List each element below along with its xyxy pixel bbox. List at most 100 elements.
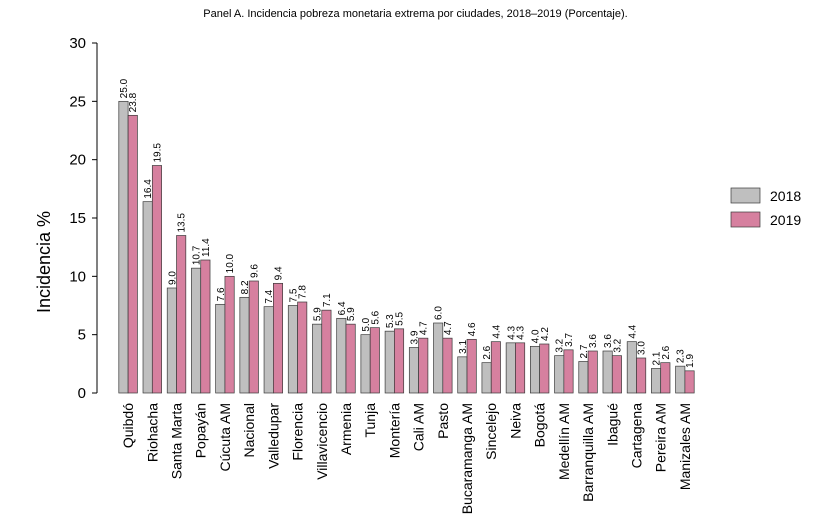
bar-2019	[539, 343, 550, 394]
bar-2019	[321, 309, 332, 394]
bar-2019	[151, 165, 162, 394]
x-category-label: Medellín AM	[556, 403, 572, 480]
bar-value-label: 3.2	[612, 338, 623, 352]
bar-value-label: 6.4	[337, 301, 348, 315]
bar-value-label: 10.0	[225, 253, 236, 273]
bar-value-label: 2.6	[482, 345, 493, 359]
bar-value-label: 2.7	[579, 344, 590, 358]
legend-label-2018: 2018	[770, 188, 801, 204]
bar-2018	[675, 365, 686, 394]
y-tick-label: 30	[69, 35, 86, 52]
bar-2019	[636, 357, 647, 394]
bar-2018	[457, 356, 468, 394]
bar-value-label: 4.4	[627, 324, 638, 338]
bar-2019	[176, 235, 187, 394]
bar-value-label: 10.7	[192, 245, 203, 265]
x-category-label: Cartagena	[628, 403, 644, 469]
bar-2019	[442, 337, 453, 394]
legend-swatch-2019	[730, 211, 761, 228]
x-category-label: Manizales AM	[677, 403, 693, 490]
bar-value-label: 2.6	[661, 345, 672, 359]
x-category-label: Pasto	[435, 403, 451, 439]
bar-2019	[127, 114, 138, 394]
x-category-label: Popayán	[193, 403, 209, 458]
y-tick-label: 0	[78, 385, 86, 402]
bar-2019	[394, 328, 405, 394]
bar-2019	[490, 341, 501, 394]
bar-value-label: 3.6	[588, 334, 599, 348]
bar-2018	[602, 350, 613, 394]
bar-2018	[191, 267, 202, 394]
bar-value-label: 9.0	[167, 271, 178, 285]
bar-value-label: 19.5	[152, 143, 163, 163]
bar-2019	[563, 349, 574, 394]
chart-title: Panel A. Incidencia pobreza monetaria ex…	[203, 8, 628, 20]
bar-value-label: 9.6	[249, 264, 260, 278]
x-category-label: Florencia	[290, 403, 306, 461]
bar-value-label: 7.6	[216, 287, 227, 301]
x-category-label: Cúcuta AM	[217, 403, 233, 471]
x-category-label: Villavicencio	[314, 403, 330, 480]
bar-2019	[587, 350, 598, 394]
bar-2019	[369, 327, 380, 394]
bar-value-label: 4.4	[491, 324, 502, 338]
bar-value-label: 25.0	[119, 78, 130, 98]
bar-value-label: 4.3	[516, 325, 527, 339]
y-axis: 0 5 10 15 20 25 30	[69, 35, 98, 402]
bar-2019	[515, 342, 526, 394]
bar-2018	[118, 100, 129, 394]
bar-value-label: 3.6	[603, 334, 614, 348]
bar-2018	[336, 317, 347, 394]
bar-2018	[142, 201, 153, 394]
x-category-label: Ibagué	[604, 403, 620, 446]
bar-value-label: 2.1	[652, 351, 663, 365]
bar-value-label: 3.2	[555, 338, 566, 352]
bar-value-label: 7.4	[264, 289, 275, 303]
x-category-label: Tunja	[362, 403, 378, 438]
bars: 25.023.8 16.4 19.5 9.0 13.5 10.711.4 7.6 10.0 8.…	[118, 78, 696, 394]
bar-value-label: 4.7	[419, 321, 430, 335]
bar-2018	[239, 296, 250, 394]
bar-2019	[418, 337, 429, 394]
bar-2019	[466, 338, 477, 394]
bar-2018	[505, 342, 516, 394]
x-category-label: Bogotá	[532, 403, 548, 448]
bar-2018	[481, 362, 492, 394]
legend: 2018 2019	[730, 187, 801, 228]
bar-2019	[248, 280, 259, 394]
x-category-label: Quibdó	[120, 403, 136, 448]
bar-2018	[384, 330, 395, 394]
bar-2018	[360, 334, 371, 394]
legend-swatch-2018	[730, 187, 761, 204]
x-category-label: Sincelejo	[483, 403, 499, 460]
bar-value-label: 3.9	[409, 330, 420, 344]
bar-value-label: 7.5	[288, 288, 299, 302]
bar-value-label: 4.0	[530, 329, 541, 343]
y-tick-label: 15	[69, 210, 86, 227]
x-category-label: Pereira AM	[653, 403, 669, 472]
bar-value-label: 5.5	[395, 311, 406, 325]
bar-2018	[312, 323, 323, 394]
bar-value-label: 5.3	[385, 314, 396, 328]
x-category-label: Barranquilla AM	[580, 403, 596, 502]
bar-value-label: 9.4	[274, 266, 285, 280]
x-category-label: Bucaramanga AM	[459, 403, 475, 514]
x-category-label: Montería	[386, 403, 402, 458]
x-category-label: Santa Marta	[169, 403, 185, 479]
bar-value-label: 7.8	[298, 285, 309, 299]
bar-2019	[273, 282, 284, 394]
bar-2019	[200, 259, 211, 394]
bar-value-label: 11.4	[201, 238, 212, 257]
bar-2019	[345, 323, 356, 394]
bar-value-label: 5.9	[346, 307, 357, 321]
bar-value-label: 6.0	[434, 306, 445, 320]
bar-2018	[215, 303, 226, 394]
legend-label-2019: 2019	[770, 212, 801, 228]
x-category-label: Riohacha	[144, 403, 160, 462]
bar-2019	[660, 362, 671, 394]
bar-2019	[224, 275, 235, 394]
bar-value-label: 2.3	[676, 349, 687, 363]
bar-value-label: 16.4	[143, 179, 154, 199]
bar-value-label: 3.7	[564, 332, 575, 346]
bar-value-label: 1.9	[685, 353, 696, 367]
